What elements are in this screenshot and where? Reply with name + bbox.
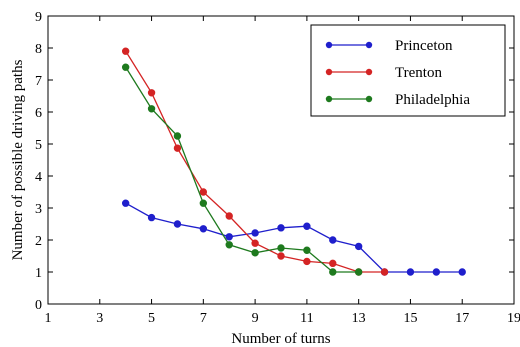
x-tick-label: 1 — [45, 311, 52, 326]
data-point-trenton — [147, 89, 156, 97]
legend-marker-princeton — [365, 41, 373, 49]
x-axis-label: Number of turns — [231, 331, 330, 347]
y-tick-label: 5 — [35, 138, 42, 153]
legend-marker-philadelphia — [365, 95, 373, 103]
data-point-princeton — [303, 222, 311, 230]
legend-label-princeton: Princeton — [395, 38, 453, 54]
y-tick-label: 8 — [35, 42, 42, 57]
data-point-princeton — [225, 233, 233, 241]
data-point-trenton — [277, 252, 285, 260]
data-point-philadelphia — [121, 63, 130, 71]
x-tick-label: 3 — [96, 311, 103, 326]
data-point-trenton — [121, 47, 130, 55]
y-tick-label: 6 — [35, 106, 42, 121]
y-tick-label: 2 — [35, 234, 42, 249]
y-tick-label: 1 — [35, 266, 42, 281]
data-point-princeton — [354, 242, 363, 251]
data-point-trenton — [380, 268, 389, 276]
data-point-philadelphia — [199, 199, 208, 207]
legend-marker-philadelphia — [325, 95, 333, 103]
x-axis: 1 3 5 7 9 11 13 15 17 19 — [45, 16, 520, 326]
data-point-philadelphia — [354, 268, 363, 276]
y-tick-label: 7 — [35, 74, 42, 89]
data-point-princeton — [432, 268, 441, 276]
data-point-princeton — [173, 220, 182, 228]
data-point-princeton — [406, 268, 415, 276]
legend-label-trenton: Trenton — [395, 65, 442, 81]
x-tick-label: 17 — [455, 311, 469, 326]
data-point-trenton — [173, 144, 182, 152]
y-tick-label: 3 — [35, 202, 42, 217]
plot-frame — [47, 15, 515, 305]
x-tick-label: 7 — [200, 311, 207, 326]
x-tick-label: 19 — [507, 311, 520, 326]
y-axis: 0 1 2 3 4 5 6 7 8 9 — [35, 10, 514, 313]
data-point-trenton — [199, 188, 208, 196]
data-point-trenton — [303, 257, 311, 266]
series-line-philadelphia — [125, 66, 359, 273]
series-line-princeton — [125, 202, 463, 273]
data-point-philadelphia — [329, 268, 337, 276]
data-point-princeton — [147, 213, 156, 222]
data-point-trenton — [251, 239, 259, 247]
y-tick-label: 0 — [35, 298, 42, 313]
data-point-philadelphia — [173, 132, 182, 140]
data-point-princeton — [251, 229, 259, 237]
x-tick-label: 5 — [148, 311, 155, 326]
data-point-princeton — [458, 268, 466, 276]
y-axis-label: Number of possible driving paths — [10, 59, 26, 260]
x-tick-label: 11 — [300, 311, 313, 326]
data-point-philadelphia — [277, 244, 285, 252]
data-point-princeton — [329, 236, 337, 244]
legend-marker-trenton — [325, 68, 333, 76]
data-point-princeton — [121, 199, 130, 207]
legend-marker-trenton — [365, 68, 373, 76]
data-point-philadelphia — [251, 249, 259, 257]
y-tick-label: 4 — [35, 170, 42, 185]
data-point-princeton — [277, 224, 285, 232]
data-point-trenton — [329, 259, 337, 268]
x-tick-label: 9 — [252, 311, 259, 326]
legend-label-philadelphia: Philadelphia — [395, 92, 470, 108]
data-point-princeton — [199, 225, 208, 233]
data-point-philadelphia — [303, 246, 311, 254]
x-tick-label: 13 — [352, 311, 366, 326]
data-point-philadelphia — [147, 105, 156, 113]
data-point-trenton — [225, 212, 233, 220]
legend: Princeton Trenton Philadelphia — [310, 24, 506, 117]
x-tick-label: 15 — [403, 311, 417, 326]
series-layer — [121, 47, 466, 276]
y-tick-label: 9 — [35, 10, 42, 25]
legend-marker-princeton — [325, 41, 333, 49]
data-point-philadelphia — [225, 241, 233, 249]
legend-box — [310, 24, 506, 117]
